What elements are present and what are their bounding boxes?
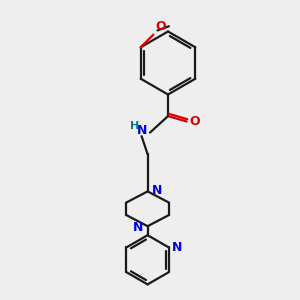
Text: N: N	[152, 184, 163, 197]
Text: O: O	[155, 20, 166, 32]
Text: N: N	[133, 221, 143, 234]
Text: H: H	[130, 121, 139, 131]
Text: O: O	[189, 115, 200, 128]
Text: N: N	[136, 124, 147, 137]
Text: N: N	[172, 241, 182, 254]
